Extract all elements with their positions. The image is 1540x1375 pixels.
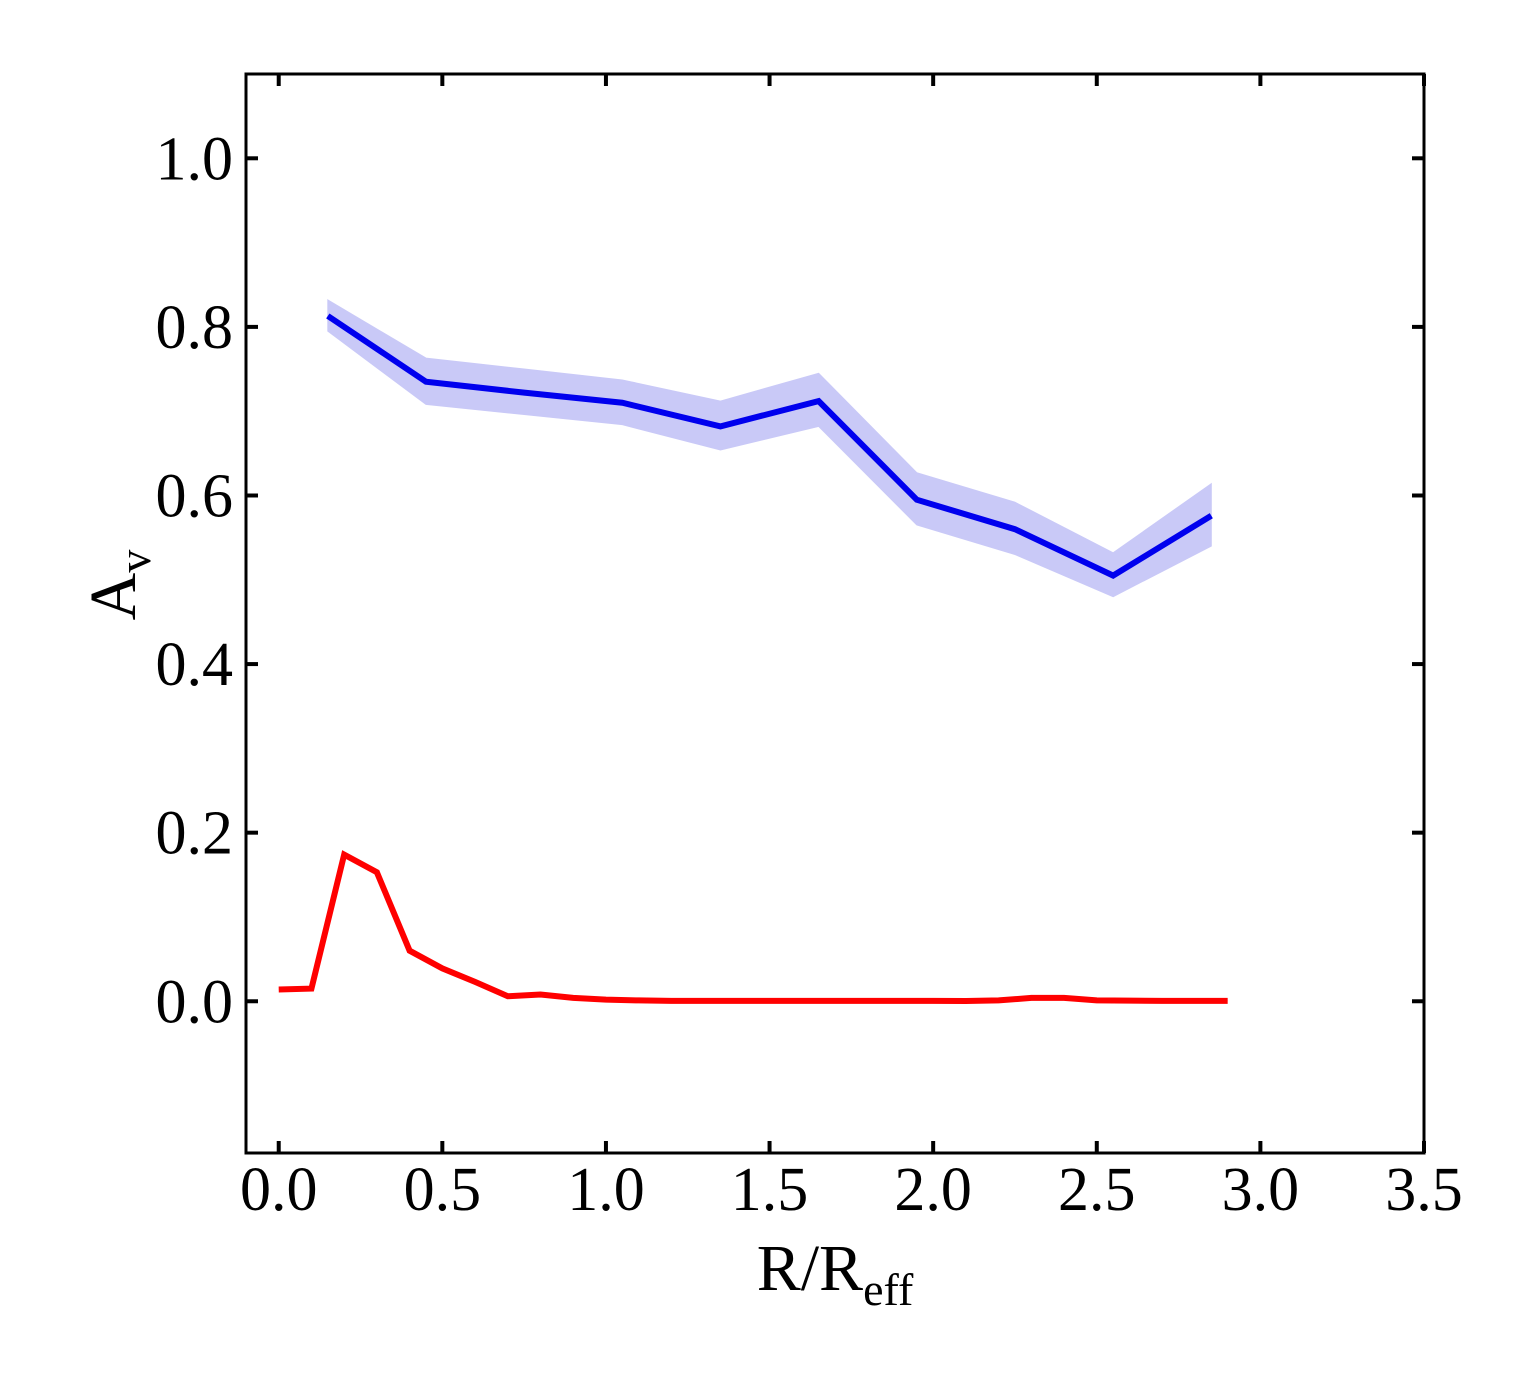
- axis-ticks: [246, 74, 1426, 1153]
- plot-frame: [244, 72, 1426, 1155]
- x-tick-label: 2.5: [1058, 1156, 1136, 1224]
- x-tick-label: 3.0: [1222, 1156, 1300, 1224]
- y-tick-label: 0.6: [156, 462, 234, 530]
- x-tick-label: 1.5: [731, 1156, 809, 1224]
- confidence-bands: [327, 299, 1212, 598]
- x-tick-label: 2.0: [894, 1156, 972, 1224]
- y-tick-label: 0.2: [156, 800, 234, 868]
- y-tick-label: 1.0: [156, 125, 234, 193]
- y-axis-label-main: A: [77, 572, 150, 620]
- y-axis-label-sub: v: [109, 550, 160, 573]
- x-tick-labels: 0.0 0.5 1.0 1.5 2.0 2.5 3.0 3.5: [240, 1156, 1463, 1224]
- y-tick-label: 0.0: [156, 968, 234, 1036]
- x-tick-label: 3.5: [1385, 1156, 1463, 1224]
- series-0-band: [327, 299, 1212, 598]
- series-1-line: [278, 850, 1228, 1005]
- x-tick-label: 1.0: [567, 1156, 645, 1224]
- x-axis-label-main: R/R: [757, 1232, 863, 1305]
- y-tick-labels: 0.0 0.2 0.4 0.6 0.8 1.0: [156, 125, 234, 1036]
- y-axis-label: Av: [77, 550, 160, 621]
- x-tick-label: 0.0: [240, 1156, 318, 1224]
- y-tick-label: 0.4: [156, 631, 234, 699]
- x-tick-label: 0.5: [404, 1156, 482, 1224]
- series-0-line: [326, 313, 1213, 579]
- series-lines: [278, 313, 1228, 1005]
- x-axis-label-sub: eff: [863, 1264, 914, 1315]
- y-tick-label: 0.8: [156, 294, 234, 362]
- x-axis-label: R/Reff: [757, 1232, 914, 1315]
